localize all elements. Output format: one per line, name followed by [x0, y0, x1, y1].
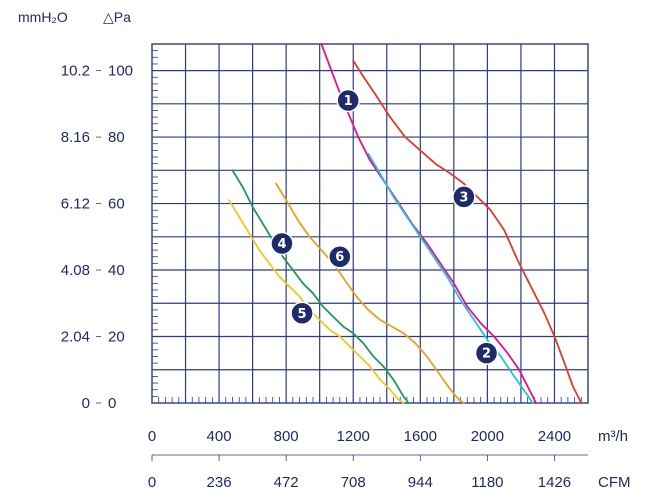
curve-3: [352, 59, 583, 404]
y-tick-label-mmh2o: 10.2: [61, 63, 90, 80]
x-tick-label-cfm: 1180: [471, 474, 503, 491]
curve-marker-circle: [290, 301, 314, 325]
x-tick-label-cfm: 708: [341, 474, 366, 491]
curve-2: [367, 152, 534, 404]
x-tick-label-m3h: 800: [274, 428, 299, 445]
curve-marker-1: 1: [336, 88, 360, 113]
y-header-mmh2o: mmH₂O: [18, 9, 68, 25]
curve-marker-circle: [270, 231, 294, 256]
x-tick-label-m3h: 0: [148, 428, 156, 445]
y-header-pa: △Pa: [103, 9, 131, 25]
x-tick-label-cfm: 944: [408, 474, 433, 491]
curve-markers: 1 2 3 4 5 6: [270, 88, 499, 365]
x-tick-label-cfm: 472: [274, 474, 299, 491]
curve-marker-2: 2: [474, 341, 499, 365]
curve-marker-4: 4: [270, 231, 294, 256]
x-tick-label-cfm: 0: [148, 474, 156, 491]
x-tick-label-m3h: 2400: [538, 428, 571, 445]
curve-marker-circle: [336, 88, 360, 113]
y-tick-label-mmh2o: 6.12: [61, 196, 90, 213]
curve-marker-circle: [474, 341, 499, 365]
y-tick-label-mmh2o: 8.16: [61, 129, 90, 146]
curve-marker-label: 6: [335, 250, 344, 265]
y-tick-label-pa: 60: [108, 196, 125, 213]
curve-marker-label: 1: [344, 94, 353, 109]
x-tick-label-m3h: 1200: [337, 428, 370, 445]
curve-5: [228, 199, 405, 404]
x-tick-label-cfm: 1426: [538, 474, 571, 491]
y-tick-label-pa: 0: [108, 395, 116, 412]
curve-1: [320, 43, 537, 404]
y-tick-label-mmh2o: 4.08: [61, 262, 90, 279]
curve-marker-circle: [452, 185, 476, 209]
curve-marker-label: 5: [298, 307, 307, 322]
y-tick-label-mmh2o: 2.04: [61, 329, 90, 346]
x-axis-ticks: 0 0 400 236 800 472 1200 708 1600 944 2000 1180 2400…: [148, 428, 588, 491]
curve-marker-label: 4: [277, 237, 286, 252]
curve-marker-5: 5: [290, 301, 314, 325]
x-unit-m3h: m³/h: [598, 428, 628, 445]
y-tick-label-pa: 20: [108, 329, 125, 346]
x-tick-label-m3h: 1600: [404, 428, 437, 445]
y-tick-label-mmh2o: 0: [82, 395, 90, 412]
x-tick-label-cfm: 236: [207, 474, 232, 491]
curve-marker-circle: [328, 244, 352, 269]
y-tick-label-pa: 40: [108, 262, 125, 279]
y-tick-label-pa: 80: [108, 129, 125, 146]
curve-4: [231, 169, 410, 404]
grid: [151, 43, 589, 404]
x-tick-label-m3h: 400: [207, 428, 232, 445]
plot-frame: [151, 43, 589, 404]
curve-marker-label: 2: [482, 347, 491, 362]
curve-6: [275, 182, 465, 404]
curve-marker-6: 6: [328, 244, 352, 269]
y-axis-ticks: 10.2 100 8.16 80 6.12 60 4.08 40 2.04 20 0 0: [61, 63, 133, 412]
y-tick-label-pa: 100: [108, 63, 133, 80]
x-unit-cfm: CFM: [598, 474, 631, 491]
x-tick-label-m3h: 2000: [471, 428, 504, 445]
curve-marker-3: 3: [452, 185, 476, 209]
curves: [228, 43, 583, 404]
curve-marker-label: 3: [459, 190, 468, 205]
